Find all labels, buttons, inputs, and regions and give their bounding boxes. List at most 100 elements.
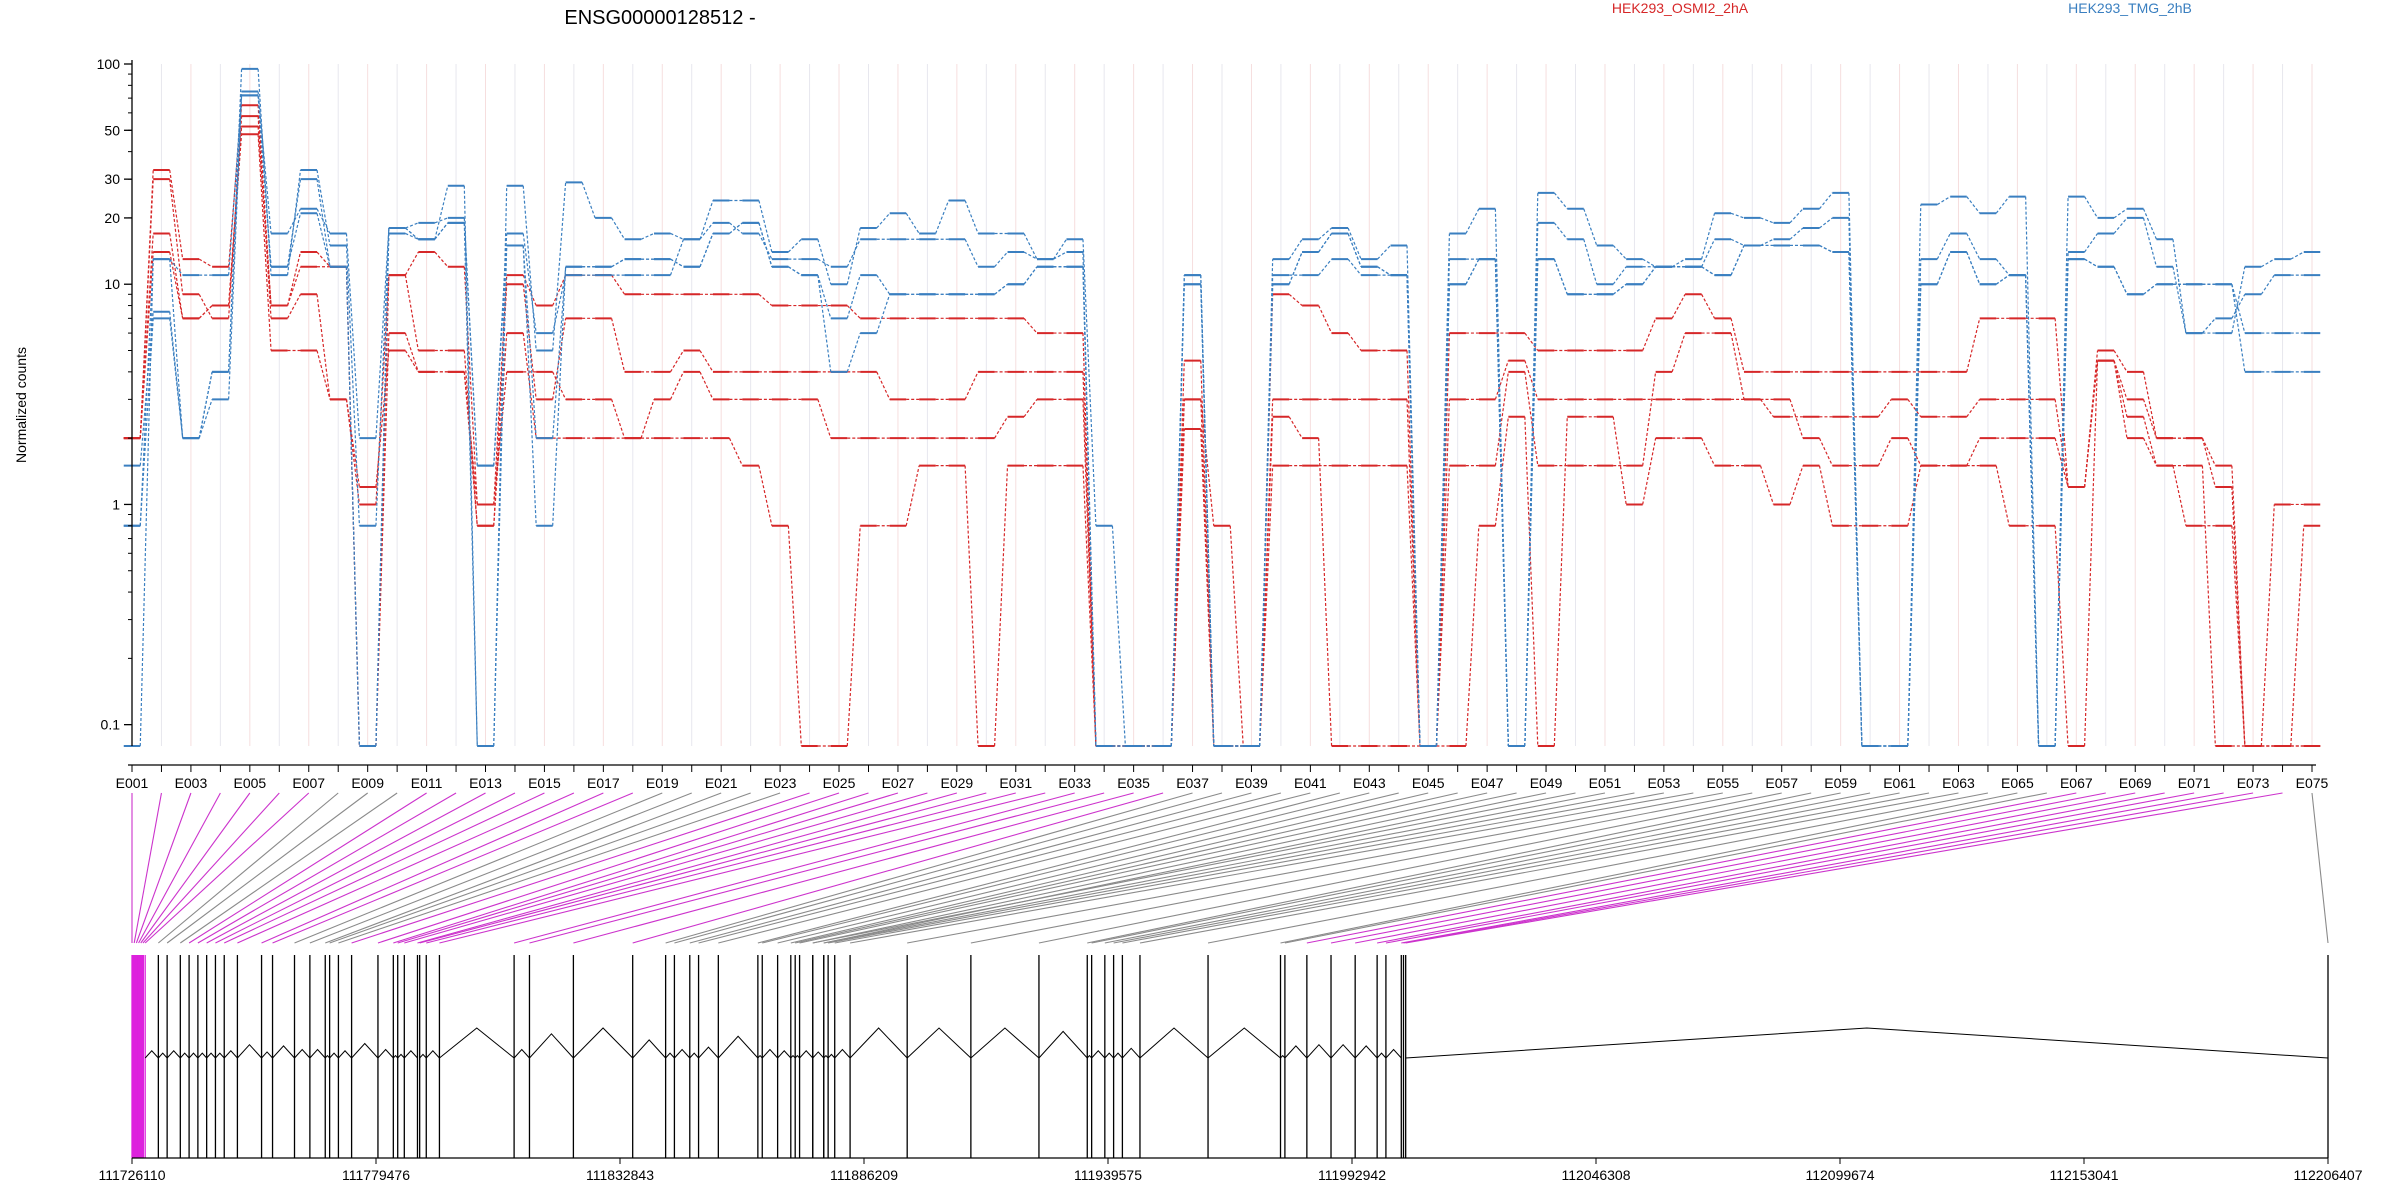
series-connector (1406, 350, 1421, 747)
series-connector (1671, 332, 1686, 373)
intron (794, 1054, 800, 1059)
series-connector (405, 232, 419, 240)
intron (1280, 1054, 1286, 1059)
series-connector (552, 266, 567, 439)
intron (1113, 1052, 1123, 1059)
genome-tick-label: 112153041 (2049, 1167, 2118, 1183)
series-connector (2142, 208, 2158, 240)
series-connector (286, 266, 302, 306)
connector-E074 (1405, 792, 2283, 944)
series-connector (1760, 238, 1774, 246)
exon-label-E011: E011 (411, 775, 443, 791)
exon-label-E041: E041 (1294, 775, 1327, 791)
connector-E006 (142, 792, 280, 944)
connector-E020 (309, 792, 692, 944)
series-connector (758, 200, 773, 253)
series-connector (404, 332, 419, 373)
connector-E026 (393, 792, 869, 944)
series-connector (846, 332, 861, 373)
series-connector (1465, 525, 1480, 747)
series-connector (1082, 399, 1097, 747)
connector-E029 (417, 792, 958, 944)
exon-label-E007: E007 (292, 775, 325, 791)
series-connector (316, 169, 331, 246)
exon-label-E069: E069 (2119, 775, 2152, 791)
exon-label-E059: E059 (1824, 775, 1857, 791)
series-connector (434, 185, 449, 240)
series-connector (1642, 438, 1657, 505)
series-connector (1936, 251, 1951, 285)
series-connector (1318, 227, 1332, 240)
series-connector (669, 239, 685, 276)
intron (849, 1027, 908, 1059)
intron (329, 1052, 339, 1059)
series-connector (228, 95, 243, 400)
series-connector (2142, 399, 2158, 439)
series-connector (2201, 437, 2216, 466)
connector-E060 (1104, 792, 1871, 944)
exon-label-E017: E017 (587, 775, 620, 791)
series-connector (2054, 318, 2069, 488)
series-connector (846, 525, 861, 747)
intron (1207, 1027, 1281, 1059)
series-connector (552, 318, 567, 400)
exon-label-E009: E009 (351, 775, 384, 791)
series-connector (1347, 258, 1362, 276)
series-connector (1966, 251, 1981, 285)
intron (1091, 1050, 1106, 1059)
series-connector (640, 399, 655, 439)
connector-E067 (1306, 792, 2077, 944)
series-connector (1288, 293, 1303, 307)
series-connector (1259, 284, 1274, 747)
series-connector (758, 465, 773, 526)
intron (1376, 1052, 1387, 1059)
series-connector (1200, 429, 1215, 747)
connector-E039 (689, 792, 1252, 944)
y-tick-label: 10 (104, 276, 120, 292)
series-connector (404, 227, 419, 240)
series-connector (699, 350, 714, 373)
intron (906, 1027, 972, 1059)
series-connector (1524, 259, 1539, 747)
series-connector (964, 371, 979, 400)
series-connector (552, 182, 567, 351)
connector-E024 (351, 792, 810, 944)
exon-label-E061: E061 (1883, 775, 1916, 791)
series-connector (1524, 332, 1539, 351)
series-connector (1818, 465, 1833, 526)
series-connector (1553, 192, 1568, 210)
series-connector (434, 251, 449, 268)
series-connector (404, 275, 419, 351)
series-connector (2172, 465, 2187, 526)
series-connector (1877, 437, 1892, 466)
series-connector (2201, 465, 2216, 747)
series-connector (1583, 239, 1598, 285)
series-connector (1818, 192, 1833, 210)
series-connector (522, 233, 537, 334)
connector-E041 (718, 792, 1311, 944)
series-connector (994, 251, 1008, 268)
exon-label-E001: E001 (116, 775, 149, 791)
series-connector (375, 333, 390, 747)
series-connector (846, 239, 861, 268)
series-connector (1730, 245, 1745, 276)
intron (970, 1027, 1040, 1059)
series-connector (375, 227, 390, 747)
connector-E063 (1139, 792, 1959, 944)
series-connector (1406, 399, 1421, 747)
exon-label-E043: E043 (1353, 775, 1386, 791)
series-connector (2084, 233, 2099, 253)
series-connector (2172, 266, 2187, 334)
series-connector (169, 169, 184, 260)
series-connector (788, 266, 802, 276)
series-connector (699, 233, 714, 267)
connector-E013 (206, 792, 486, 944)
series-connector (1995, 465, 2010, 526)
connector-E048 (812, 792, 1517, 944)
connector-E051 (823, 792, 1606, 944)
series-connector (817, 274, 832, 319)
series-connector (787, 525, 802, 747)
series-connector (1818, 437, 1833, 466)
series-connector (1819, 244, 1833, 253)
series-connector (405, 222, 419, 229)
